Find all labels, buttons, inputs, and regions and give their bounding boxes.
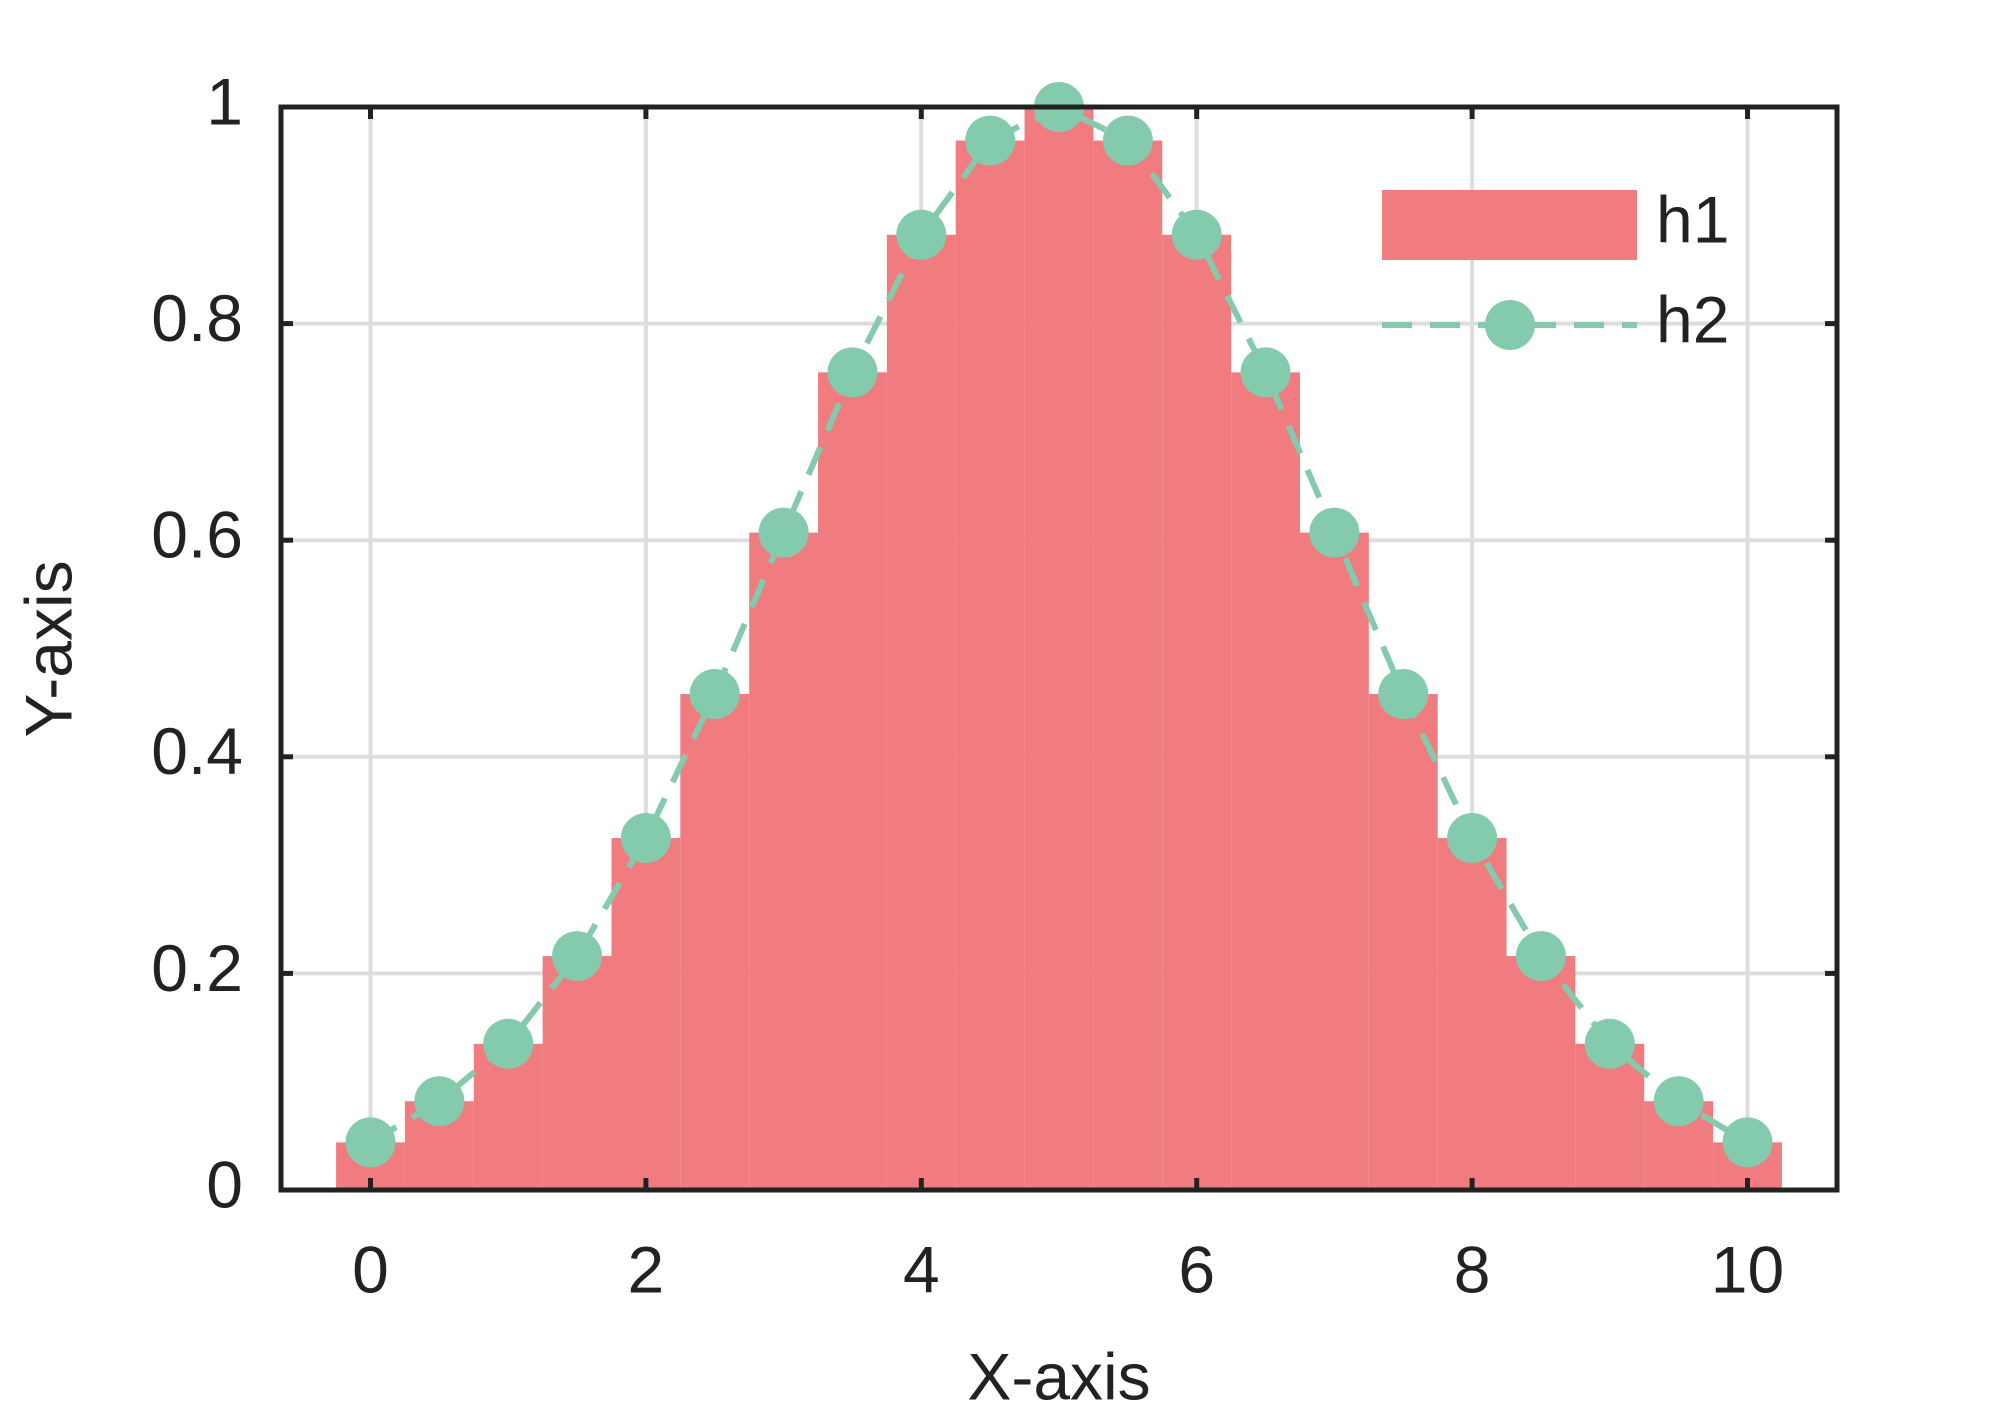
y-tick-label: 1 bbox=[206, 64, 243, 138]
bar bbox=[1162, 234, 1232, 1190]
marker bbox=[552, 931, 603, 982]
legend-marker bbox=[1485, 300, 1535, 350]
marker bbox=[345, 1117, 396, 1168]
x-tick-label: 2 bbox=[628, 1232, 665, 1306]
y-axis-label: Y-axis bbox=[11, 560, 85, 737]
marker bbox=[1722, 1117, 1773, 1168]
marker bbox=[1240, 347, 1291, 398]
axes-frame bbox=[278, 104, 1840, 1193]
marker bbox=[1447, 813, 1498, 864]
legend-label: h1 bbox=[1656, 182, 1729, 256]
bar bbox=[1506, 956, 1576, 1190]
bar bbox=[680, 693, 750, 1190]
x-tick-label: 6 bbox=[1178, 1232, 1215, 1306]
y-tick-label: 0.6 bbox=[151, 498, 243, 572]
x-tick-label: 8 bbox=[1454, 1232, 1491, 1306]
marker bbox=[1653, 1076, 1704, 1127]
x-tick-label: 4 bbox=[903, 1232, 940, 1306]
y-tick-label: 0.8 bbox=[151, 281, 243, 355]
bar bbox=[1024, 107, 1094, 1190]
bar bbox=[1437, 838, 1507, 1190]
marker bbox=[1309, 507, 1360, 558]
marker bbox=[1102, 115, 1153, 166]
marker bbox=[620, 813, 671, 864]
bar bbox=[1231, 372, 1300, 1191]
bar bbox=[542, 956, 612, 1190]
marker bbox=[483, 1018, 534, 1069]
x-axis-label: X-axis bbox=[967, 1339, 1150, 1413]
marker bbox=[758, 507, 809, 558]
bar bbox=[886, 234, 956, 1190]
bar bbox=[955, 140, 1025, 1190]
legend-label: h2 bbox=[1656, 282, 1729, 356]
bar bbox=[1368, 693, 1438, 1190]
bar bbox=[1093, 140, 1163, 1190]
bar bbox=[611, 838, 681, 1190]
bar bbox=[818, 372, 887, 1191]
marker bbox=[1171, 209, 1222, 260]
x-tick-label: 10 bbox=[1711, 1232, 1784, 1306]
marker bbox=[1378, 668, 1429, 719]
x-tick-label: 0 bbox=[352, 1232, 389, 1306]
legend-swatch bbox=[1382, 190, 1637, 260]
marker bbox=[689, 668, 740, 719]
marker bbox=[414, 1076, 465, 1127]
marker bbox=[1515, 931, 1566, 982]
marker bbox=[896, 209, 947, 260]
bar bbox=[749, 532, 819, 1190]
marker bbox=[965, 115, 1016, 166]
y-tick-label: 0.2 bbox=[151, 931, 243, 1005]
y-tick-label: 0.4 bbox=[151, 714, 243, 788]
y-tick-label: 0 bbox=[206, 1147, 243, 1221]
bar bbox=[1299, 532, 1369, 1190]
marker bbox=[827, 347, 878, 398]
marker bbox=[1584, 1018, 1635, 1069]
